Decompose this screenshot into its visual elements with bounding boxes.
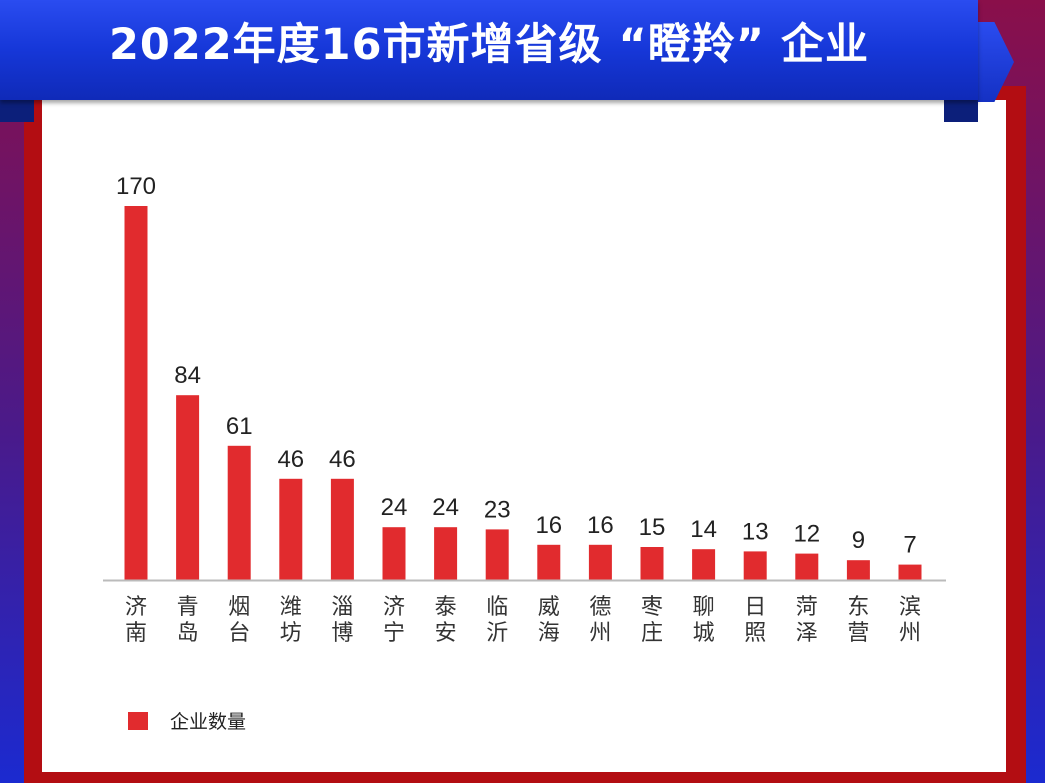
legend-swatch: [128, 712, 148, 730]
value-label: 12: [793, 521, 820, 548]
category-label: 宁: [383, 621, 405, 646]
category-label: 台: [228, 621, 250, 646]
title-banner: 2022年度16市新增省级 “瞪羚” 企业: [0, 0, 978, 100]
value-label: 16: [587, 512, 614, 539]
value-label: 170: [116, 173, 156, 200]
bar: [279, 478, 303, 580]
bar: [640, 547, 664, 580]
category-label: 临: [486, 595, 508, 620]
category-label: 日: [744, 595, 766, 620]
legend-label: 企业数量: [170, 711, 246, 733]
value-label: 9: [852, 527, 865, 554]
category-label: 菏: [796, 595, 818, 620]
value-label: 24: [432, 494, 459, 521]
category-label: 南: [125, 621, 147, 646]
category-label: 庄: [641, 621, 663, 646]
bar: [846, 560, 870, 580]
bar: [743, 551, 767, 580]
value-label: 23: [484, 496, 511, 523]
banner-tab-fold: [944, 100, 978, 122]
bar: [227, 445, 251, 580]
category-label: 州: [899, 621, 921, 646]
category-label: 安: [435, 621, 457, 646]
value-label: 15: [639, 514, 666, 541]
bar: [485, 529, 509, 580]
category-label: 泽: [796, 621, 818, 646]
category-label: 照: [744, 621, 766, 646]
category-label: 博: [331, 621, 353, 646]
category-label: 济: [125, 595, 147, 620]
bar: [537, 544, 561, 580]
bar: [434, 527, 458, 580]
category-label: 济: [383, 595, 405, 620]
value-label: 13: [742, 518, 769, 545]
bar: [588, 544, 612, 580]
bar: [795, 553, 819, 580]
category-label: 聊: [693, 595, 715, 620]
banner-fold: [0, 96, 34, 122]
category-label: 烟: [228, 595, 250, 620]
category-label: 城: [693, 621, 715, 646]
category-label: 坊: [280, 621, 302, 646]
category-label: 沂: [486, 621, 508, 646]
category-label: 潍: [280, 595, 302, 620]
legend: 企业数量: [128, 711, 246, 733]
value-label: 24: [381, 494, 408, 521]
category-label: 州: [589, 621, 611, 646]
bar: [382, 527, 406, 580]
chart-panel: [42, 100, 1006, 772]
bar: [176, 395, 200, 580]
category-label: 威: [538, 595, 560, 620]
value-label: 14: [690, 516, 717, 543]
bar: [692, 549, 716, 580]
value-label: 61: [226, 413, 253, 440]
value-label: 46: [329, 446, 356, 473]
bar: [124, 206, 148, 580]
value-labels-group: 170 84 61 46 46 24 24 23 16 16 15 14 13 12 9 7: [116, 173, 917, 559]
value-label: 84: [174, 362, 201, 389]
category-label: 淄: [331, 595, 353, 620]
bars-group: [124, 206, 922, 580]
value-label: 7: [903, 532, 916, 559]
category-label: 滨: [899, 595, 921, 620]
value-label: 16: [535, 512, 562, 539]
page-title: 2022年度16市新增省级 “瞪羚” 企业: [109, 20, 869, 70]
bar: [330, 478, 354, 580]
category-label: 青: [177, 595, 199, 620]
category-label: 枣: [641, 595, 663, 620]
bar: [898, 564, 922, 580]
category-label: 岛: [177, 621, 199, 646]
category-label: 德: [589, 595, 611, 620]
value-label: 46: [277, 446, 304, 473]
category-label: 营: [847, 621, 869, 646]
category-label: 泰: [435, 595, 457, 620]
category-label: 东: [847, 595, 869, 620]
category-label: 海: [538, 621, 560, 646]
